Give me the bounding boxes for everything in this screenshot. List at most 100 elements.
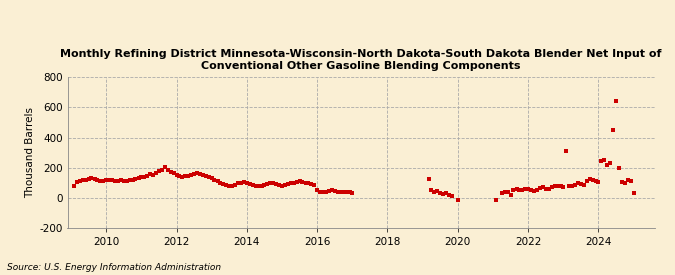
Point [347,191,358,195]
Point [327,188,338,192]
Point [136,175,146,179]
Point [159,165,170,170]
Point [500,189,510,194]
Point [581,179,592,183]
Point [520,186,531,191]
Point [109,179,120,183]
Point [529,189,539,193]
Point [194,172,205,176]
Point [103,177,114,182]
Point [112,178,123,183]
Point [259,183,270,187]
Point [505,192,516,197]
Point [435,191,446,195]
Point [564,184,574,188]
Point [265,181,276,185]
Point [148,173,159,177]
Point [122,179,132,183]
Point [115,177,126,182]
Point [599,158,610,162]
Point [233,181,244,185]
Point [429,189,439,194]
Point [230,183,240,187]
Point [151,171,161,176]
Point [543,186,554,191]
Point [496,191,507,195]
Point [198,173,209,177]
Point [144,172,155,176]
Point [294,179,305,183]
Point [423,177,434,181]
Point [209,177,220,182]
Point [68,184,79,188]
Point [593,180,604,184]
Point [171,173,182,177]
Point [157,167,167,172]
Point [549,184,560,188]
Point [242,180,252,185]
Point [315,189,325,194]
Title: Monthly Refining District Minnesota-Wisconsin-North Dakota-South Dakota Blender : Monthly Refining District Minnesota-Wisc… [60,49,662,71]
Point [514,188,524,192]
Point [306,182,317,186]
Text: Source: U.S. Energy Information Administration: Source: U.S. Energy Information Administ… [7,263,221,272]
Point [153,169,164,173]
Point [596,159,607,164]
Point [491,198,502,202]
Point [72,180,82,184]
Point [86,176,97,180]
Point [578,183,589,187]
Point [546,185,557,189]
Point [215,181,226,185]
Point [517,188,528,192]
Point [535,186,545,190]
Point [200,174,211,178]
Point [537,185,548,189]
Point [271,182,281,186]
Point [236,180,246,185]
Point [335,190,346,194]
Point [92,178,103,182]
Point [212,179,223,183]
Point [628,191,639,195]
Point [268,180,279,185]
Point [338,190,349,194]
Point [98,178,109,183]
Point [207,176,217,180]
Point [446,194,457,198]
Point [248,183,259,187]
Point [262,182,273,186]
Point [177,175,188,179]
Point [570,183,580,187]
Point [77,178,88,182]
Point [441,191,452,195]
Point [189,172,200,176]
Point [541,187,551,191]
Point [297,180,308,184]
Point [286,181,296,185]
Point [323,189,334,193]
Point [224,183,235,188]
Point [250,183,261,188]
Point [522,187,533,191]
Point [203,174,214,179]
Point [552,183,563,188]
Point [605,161,616,165]
Point [344,190,355,194]
Point [288,180,299,185]
Point [576,182,587,186]
Point [244,182,255,186]
Point [227,184,238,188]
Point [567,183,578,188]
Point [572,181,583,185]
Point [256,183,267,188]
Point [107,178,117,182]
Point [426,188,437,192]
Point [95,179,105,183]
Point [124,178,135,182]
Point [180,174,191,178]
Point [300,180,311,185]
Point [443,192,454,197]
Point [437,192,448,196]
Point [555,184,566,188]
